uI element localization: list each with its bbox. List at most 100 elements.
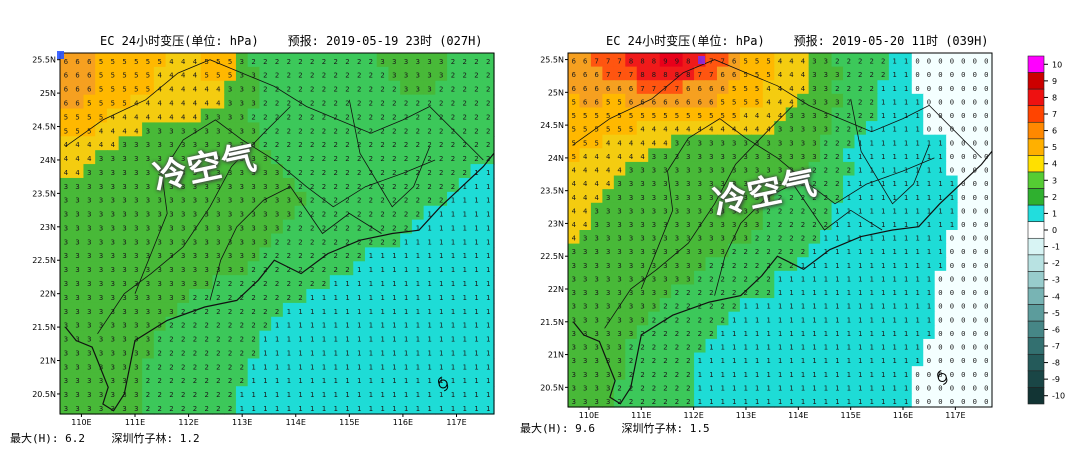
cell-value-label: 1 [801, 288, 805, 297]
cell-value-label: 2 [675, 315, 679, 324]
cell-value-label: 5 [158, 57, 162, 66]
cell-value-label: 8 [629, 57, 633, 66]
heatmap-cell [247, 164, 261, 179]
cell-value-label: 1 [275, 390, 279, 399]
heatmap-cell [212, 372, 225, 387]
cell-value-label: 3 [169, 196, 173, 205]
cell-value-label: 1 [870, 193, 874, 202]
cell-value-label: 3 [721, 247, 725, 256]
cell-value-label: 1 [915, 274, 919, 283]
heatmap-cell [60, 108, 73, 124]
heatmap-cell [306, 233, 319, 248]
cell-value-label: 3 [228, 85, 232, 94]
heatmap-cell [224, 191, 237, 207]
heatmap-cell [400, 191, 413, 207]
cell-value-label: 1 [915, 261, 919, 270]
cell-value-label: 3 [134, 293, 138, 302]
cell-value-label: 3 [122, 140, 126, 149]
heatmap-cell [60, 122, 73, 137]
heatmap-cell [153, 164, 167, 179]
heatmap-cell [353, 80, 366, 96]
cell-value-label: 2 [310, 57, 314, 66]
heatmap-cell [411, 122, 425, 137]
heatmap-cell [294, 205, 307, 221]
heatmap-cell [423, 330, 436, 346]
heatmap-cell [259, 94, 272, 110]
cell-value-label: 1 [392, 362, 396, 371]
heatmap-cell [189, 150, 202, 165]
heatmap-cell [271, 177, 284, 193]
cell-value-label: 1 [755, 329, 759, 338]
heatmap-cell [189, 275, 202, 290]
heatmap-cell [482, 164, 495, 179]
cell-value-label: 1 [870, 383, 874, 392]
cell-value-label: 1 [904, 383, 908, 392]
cell-value-label: 2 [298, 223, 302, 232]
cell-value-label: 1 [709, 370, 713, 379]
cell-value-label: 1 [789, 356, 793, 365]
heatmap-cell [376, 80, 390, 96]
cell-value-label: 4 [766, 84, 770, 93]
cell-value-label: 1 [824, 315, 828, 324]
cell-value-label: 2 [310, 237, 314, 246]
cell-value-label: 5 [228, 71, 232, 80]
heatmap-cell [130, 261, 143, 276]
heatmap-cell [353, 219, 366, 235]
heatmap-cell [294, 80, 307, 96]
heatmap-cell [364, 344, 378, 360]
heatmap-cell [118, 247, 131, 262]
cell-value-label: 0 [961, 84, 965, 93]
cell-value-label: 1 [404, 362, 408, 371]
cell-value-label: 0 [938, 125, 942, 134]
cell-value-label: 1 [892, 288, 896, 297]
heatmap-cell [447, 191, 460, 207]
y-tick-label: 24N [40, 156, 56, 165]
cell-value-label: 2 [169, 390, 173, 399]
cell-value-label: 2 [835, 138, 839, 147]
cell-value-label: 3 [287, 210, 291, 219]
cell-value-label: 1 [870, 261, 874, 270]
cell-value-label: 3 [709, 234, 713, 243]
cell-value-label: 3 [594, 234, 598, 243]
cell-value-label: 3 [709, 220, 713, 229]
heatmap-cell [411, 191, 425, 207]
cell-value-label: 2 [835, 193, 839, 202]
cell-value-label: 2 [439, 182, 443, 191]
cell-value-label: 1 [427, 335, 431, 344]
cell-value-label: 1 [938, 247, 942, 256]
cell-value-label: 3 [228, 112, 232, 121]
cell-value-label: 2 [663, 329, 667, 338]
heatmap-cell [235, 358, 249, 373]
cell-value-label: 1 [310, 390, 314, 399]
cell-value-label: 2 [474, 71, 478, 80]
heatmap-cell [200, 80, 214, 96]
cell-value-label: 0 [961, 234, 965, 243]
cell-value-label: 2 [228, 348, 232, 357]
cell-value-label: 0 [961, 70, 965, 79]
heatmap-cell [118, 330, 131, 346]
cell-value-label: 2 [629, 397, 633, 406]
cell-value-label: 1 [404, 404, 408, 413]
cell-value-label: 2 [216, 376, 220, 385]
heatmap-cell [482, 316, 495, 332]
cell-value-label: 2 [158, 404, 162, 413]
cell-value-label: 1 [812, 315, 816, 324]
cell-value-label: 3 [698, 152, 702, 161]
cell-value-label: 1 [870, 315, 874, 324]
cell-value-label: 1 [858, 383, 862, 392]
cell-value-label: 0 [927, 397, 931, 406]
y-tick-label: 22N [40, 290, 56, 299]
cell-value-label: 3 [572, 288, 576, 297]
heatmap-cell [95, 136, 108, 151]
cell-value-label: 3 [709, 166, 713, 175]
heatmap-cell [306, 94, 319, 110]
cell-value-label: 1 [904, 315, 908, 324]
heatmap-cell [130, 108, 143, 124]
cell-value-label: 2 [333, 237, 337, 246]
heatmap-cell [294, 247, 307, 262]
cell-value-label: 4 [146, 112, 150, 121]
heatmap-cell [411, 316, 425, 332]
cell-value-label: 1 [427, 404, 431, 413]
cell-value-label: 3 [629, 288, 633, 297]
heatmap-cell [318, 205, 331, 221]
